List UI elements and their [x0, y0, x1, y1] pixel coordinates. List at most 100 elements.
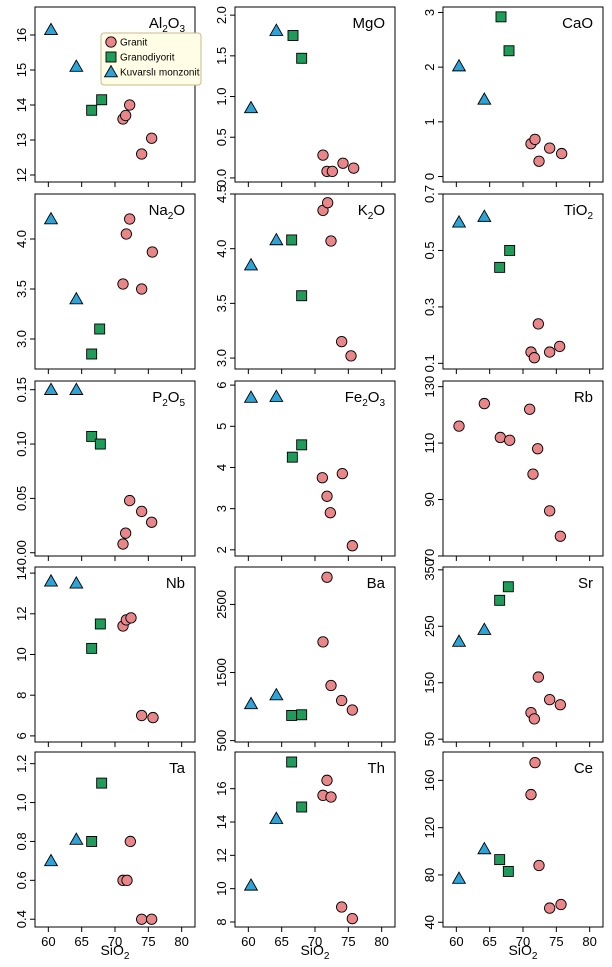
granit-point	[554, 340, 566, 353]
panel-fe: 2 3 4 5 6 Fe2O3	[214, 380, 396, 561]
granit-point	[527, 468, 539, 480]
y-tick-label: 15	[14, 63, 29, 77]
panel-title: Fe2O3	[345, 389, 386, 409]
panel-title: Th	[367, 760, 385, 777]
x-axis-label: SiO2	[101, 942, 130, 962]
granit-point	[533, 155, 545, 167]
granit-point	[345, 350, 357, 362]
granit-point	[124, 494, 136, 507]
granit-point	[555, 898, 567, 911]
y-tick-label: 120	[422, 817, 437, 839]
panel-ce: 40 80 120 160 60 65 70 75 80 Ce SiO2	[422, 751, 604, 962]
panel-title: Ba	[367, 575, 386, 592]
granit-point	[346, 913, 358, 925]
granodiyorit-point	[86, 430, 98, 442]
granit-point	[544, 505, 556, 517]
panel-title: Ce	[574, 760, 593, 777]
granodiyorit-point	[286, 709, 298, 721]
y-tick-label: 3.5	[14, 280, 29, 298]
kuvarsli-monzonit-point	[243, 696, 259, 710]
granit-point	[453, 420, 465, 432]
granit-point	[529, 756, 541, 769]
granit-point	[337, 157, 349, 169]
granit-point	[321, 571, 333, 583]
x-tick-label: 75	[141, 934, 155, 949]
panel-ba: 500 1500 2500 Ba	[214, 566, 396, 751]
x-tick-label: 60	[241, 934, 255, 949]
granit-point	[336, 694, 348, 707]
panel-title: Na2O	[149, 202, 185, 222]
y-tick-label: 250	[422, 615, 437, 637]
y-tick-label: 1.2	[14, 755, 29, 773]
panel-frame	[442, 751, 604, 928]
granodiyorit-point	[296, 52, 308, 64]
panel-ta: 0.4 0.6 0.8 1.0 1.2 60 65 70 75 80 Ta SiO2	[14, 751, 196, 962]
granit-point	[544, 346, 556, 358]
panel-title: Al2O3	[149, 15, 186, 35]
x-tick-label: 75	[549, 934, 563, 949]
y-tick-label: 0.15	[14, 377, 29, 402]
granit-point	[136, 283, 148, 295]
granit-point	[336, 467, 348, 480]
kuvarsli-monzonit-point	[269, 23, 284, 36]
y-tick-label: 2	[422, 64, 437, 71]
panel-tio: 0.1 0.3 0.5 0.7 TiO2	[422, 185, 604, 374]
panel-p: 0.00 0.05 0.10 0.15 P2O5	[14, 377, 196, 565]
granodiyorit-point	[296, 290, 308, 302]
granit-point	[324, 507, 336, 519]
kuvarsli-monzonit-point	[43, 22, 59, 35]
legend-marker-square	[105, 51, 117, 63]
kuvarsli-monzonit-point	[69, 832, 84, 845]
granodiyorit-point	[286, 756, 298, 768]
y-tick-label: 3	[214, 505, 229, 512]
panel-title: MgO	[352, 15, 385, 32]
granit-point	[478, 397, 490, 410]
granodiyorit-point	[494, 854, 506, 866]
granodiyorit-point	[296, 439, 308, 451]
panel-rb: 70 90 110 130 Rb	[422, 376, 604, 563]
granit-point	[325, 791, 337, 803]
granit-point	[120, 527, 132, 539]
kuvarsli-monzonit-point	[69, 291, 84, 305]
x-tick-label: 75	[341, 934, 355, 949]
granodiyorit-point	[96, 777, 108, 789]
panel-title: K2O	[358, 202, 385, 222]
x-axis-label: SiO2	[301, 942, 330, 962]
granodiyorit-point	[96, 94, 108, 106]
granit-point	[322, 197, 334, 209]
panel-frame	[234, 566, 396, 743]
x-tick-label: 60	[449, 934, 463, 949]
granodiyorit-point	[286, 234, 298, 246]
y-tick-label: 0.7	[422, 185, 437, 203]
panel-al: 12 13 14 15 16 Al2O3	[14, 6, 196, 187]
y-tick-label: 1.5	[214, 47, 229, 65]
panel-frame	[234, 6, 396, 183]
granit-point	[136, 913, 148, 925]
granit-point	[321, 490, 333, 502]
x-tick-label: 65	[74, 934, 88, 949]
granit-point	[554, 530, 566, 542]
panel-frame	[234, 380, 396, 557]
y-tick-label: 4	[214, 464, 229, 471]
granodiyorit-point	[94, 323, 106, 335]
granodiyorit-point	[94, 438, 106, 450]
x-tick-label: 70	[308, 934, 322, 949]
kuvarsli-monzonit-point	[477, 841, 492, 855]
kuvarsli-monzonit-point	[477, 92, 492, 105]
y-tick-label: 160	[422, 770, 437, 792]
granit-point	[532, 318, 544, 330]
kuvarsli-monzonit-point	[477, 622, 492, 635]
x-axis-label: SiO2	[509, 942, 538, 962]
panel-title: Ta	[169, 760, 186, 777]
panel-title: P2O5	[152, 389, 185, 409]
granodiyorit-point	[495, 11, 507, 23]
y-tick-label: 1.0	[214, 87, 229, 105]
panel-sr: 50 150 250 350 Sr	[422, 559, 604, 747]
granit-point	[325, 235, 337, 247]
granit-point	[120, 109, 132, 122]
granodiyorit-point	[503, 45, 515, 57]
y-tick-label: 6	[214, 382, 229, 389]
y-tick-label: 12	[14, 607, 29, 621]
kuvarsli-monzonit-point	[243, 878, 259, 891]
